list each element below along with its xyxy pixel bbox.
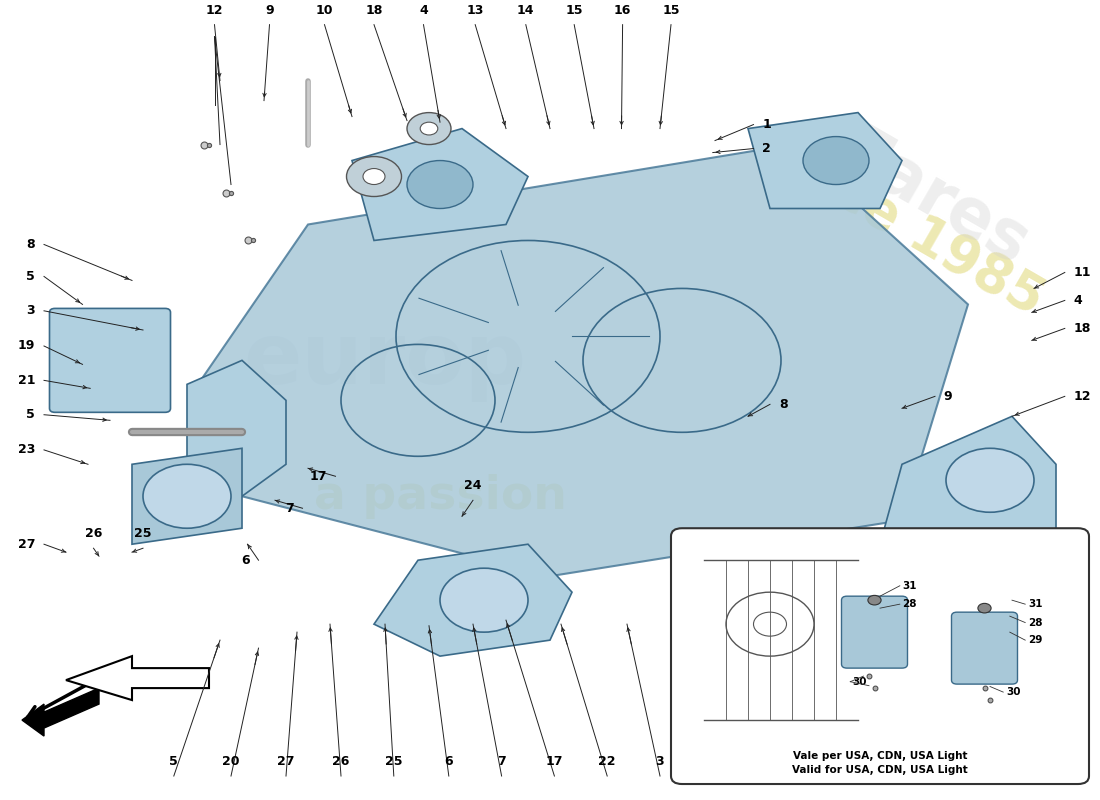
Text: 10: 10 [316, 4, 333, 17]
Text: 25: 25 [385, 755, 403, 768]
Text: 7: 7 [285, 502, 294, 514]
Text: 5: 5 [169, 755, 178, 768]
Text: 6: 6 [241, 554, 250, 566]
Text: 7: 7 [497, 755, 506, 768]
Circle shape [346, 157, 402, 197]
Circle shape [407, 113, 451, 145]
Text: 27: 27 [277, 755, 295, 768]
Text: 12: 12 [1074, 390, 1091, 403]
Circle shape [946, 448, 1034, 512]
Text: 15: 15 [662, 4, 680, 17]
Text: Valid for USA, CDN, USA Light: Valid for USA, CDN, USA Light [792, 765, 968, 774]
FancyBboxPatch shape [952, 612, 1018, 684]
Polygon shape [352, 129, 528, 241]
Text: 1: 1 [762, 118, 771, 131]
Text: 14: 14 [517, 4, 535, 17]
Text: 13: 13 [466, 4, 484, 17]
Text: 4: 4 [419, 4, 428, 17]
Text: 11: 11 [1074, 266, 1091, 279]
Text: 20: 20 [222, 755, 240, 768]
Text: 6: 6 [444, 755, 453, 768]
Text: Vale per USA, CDN, USA Light: Vale per USA, CDN, USA Light [793, 751, 967, 761]
Text: 5: 5 [26, 270, 35, 283]
Polygon shape [187, 360, 286, 496]
FancyBboxPatch shape [671, 528, 1089, 784]
Polygon shape [66, 656, 209, 700]
Text: 30: 30 [1006, 687, 1021, 697]
Text: europ: europ [243, 319, 527, 402]
Text: 26: 26 [85, 527, 102, 540]
Polygon shape [374, 544, 572, 656]
Text: 5: 5 [26, 408, 35, 422]
Text: 3: 3 [656, 755, 664, 768]
Text: 24: 24 [464, 479, 482, 492]
Text: 21: 21 [18, 374, 35, 387]
Text: 17: 17 [309, 470, 327, 482]
Polygon shape [748, 113, 902, 209]
Circle shape [803, 137, 869, 185]
Circle shape [868, 595, 881, 605]
Text: 2: 2 [762, 142, 771, 155]
Polygon shape [132, 448, 242, 544]
Text: 31: 31 [1028, 599, 1043, 609]
Text: 19: 19 [18, 339, 35, 353]
Text: a passion: a passion [314, 474, 566, 518]
Circle shape [420, 122, 438, 135]
Text: 9: 9 [265, 4, 274, 17]
Text: 8: 8 [26, 238, 35, 251]
Text: Fares: Fares [830, 121, 1040, 280]
Text: 9: 9 [944, 390, 953, 403]
Polygon shape [22, 688, 99, 736]
Text: 30: 30 [852, 677, 867, 686]
Text: 15: 15 [565, 4, 583, 17]
Polygon shape [880, 416, 1056, 576]
Polygon shape [198, 145, 968, 576]
Text: 17: 17 [546, 755, 563, 768]
Text: 26: 26 [332, 755, 350, 768]
Circle shape [978, 603, 991, 613]
Text: 31: 31 [902, 581, 916, 590]
FancyBboxPatch shape [842, 596, 908, 668]
Circle shape [407, 161, 473, 209]
Text: 3: 3 [26, 304, 35, 318]
Text: since 1985: since 1985 [751, 122, 1053, 326]
Text: 22: 22 [598, 755, 616, 768]
Text: 27: 27 [18, 538, 35, 550]
Circle shape [363, 169, 385, 185]
Text: 12: 12 [206, 4, 223, 17]
Text: 28: 28 [902, 599, 916, 609]
Circle shape [143, 464, 231, 528]
Text: 4: 4 [1074, 294, 1082, 307]
FancyBboxPatch shape [50, 309, 170, 412]
Text: 18: 18 [1074, 322, 1091, 335]
Circle shape [440, 568, 528, 632]
Text: 29: 29 [1028, 635, 1043, 645]
Text: 28: 28 [1028, 618, 1043, 627]
Text: 25: 25 [134, 527, 152, 540]
Text: 8: 8 [779, 398, 788, 411]
Text: 18: 18 [365, 4, 383, 17]
Text: 23: 23 [18, 443, 35, 456]
Text: 16: 16 [614, 4, 631, 17]
